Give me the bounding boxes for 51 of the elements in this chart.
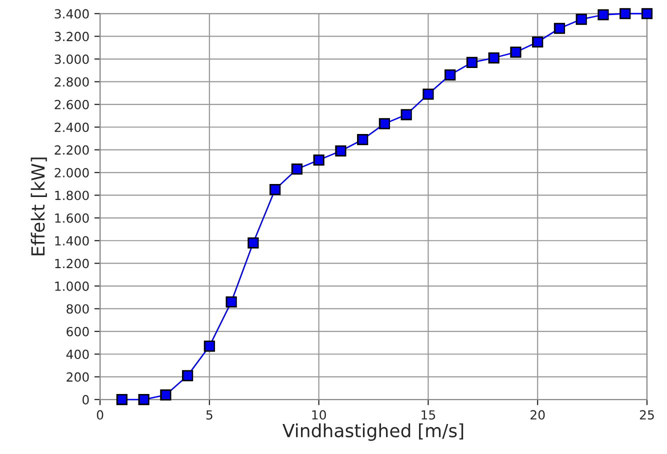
y-tick-label: 1.000 (55, 281, 89, 291)
point (270, 184, 281, 196)
y-tick-label: 3.200 (54, 32, 89, 42)
point (313, 154, 324, 166)
x-tick-label: 15 (422, 410, 436, 420)
y-tick-label: 2.200 (54, 145, 89, 155)
y-axis-title: Effekt [kW] (30, 158, 47, 256)
point (400, 109, 412, 120)
y-tick-label: 1.800 (55, 190, 89, 200)
y-tick-label: 0 (82, 394, 89, 404)
point (444, 69, 456, 80)
x-tick-label: 5 (206, 410, 212, 420)
point (357, 134, 368, 146)
point (335, 145, 346, 157)
point (138, 394, 150, 406)
y-tick-label: 1.200 (55, 258, 89, 268)
x-tick-label: 20 (530, 410, 545, 420)
point (182, 370, 194, 382)
y-tick-label: 1.600 (55, 213, 89, 223)
point (204, 340, 215, 352)
point (488, 52, 500, 64)
point (291, 164, 303, 175)
x-axis-title: Vindhastighed [m/s] (282, 423, 464, 441)
point (532, 36, 544, 48)
y-tick-label: 2.000 (54, 168, 89, 178)
point (422, 88, 434, 100)
point (641, 8, 653, 20)
y-tick-label: 2.800 (54, 77, 89, 87)
y-tick-label: 600 (66, 326, 89, 336)
point (378, 118, 390, 130)
point (620, 8, 631, 20)
point (576, 14, 587, 25)
point (248, 237, 259, 248)
y-tick-label: 800 (66, 304, 89, 314)
point (510, 46, 522, 58)
point (226, 296, 237, 308)
y-tick-label: 200 (66, 372, 89, 382)
y-tick-label: 400 (66, 350, 89, 360)
point (598, 9, 609, 20)
y-tick-label: 2.400 (54, 122, 89, 132)
y-tick-label: 1.400 (55, 236, 89, 246)
point (466, 56, 478, 68)
y-tick-label: 2.600 (54, 100, 89, 110)
x-tick-label: 10 (312, 410, 326, 420)
y-tick-label: 3.000 (54, 54, 89, 64)
point (160, 389, 172, 401)
point (116, 394, 128, 406)
x-tick-label: 0 (96, 410, 104, 420)
y-tick-label: 3.400 (54, 9, 89, 19)
point (554, 22, 566, 34)
x-tick-label: 25 (640, 410, 654, 420)
